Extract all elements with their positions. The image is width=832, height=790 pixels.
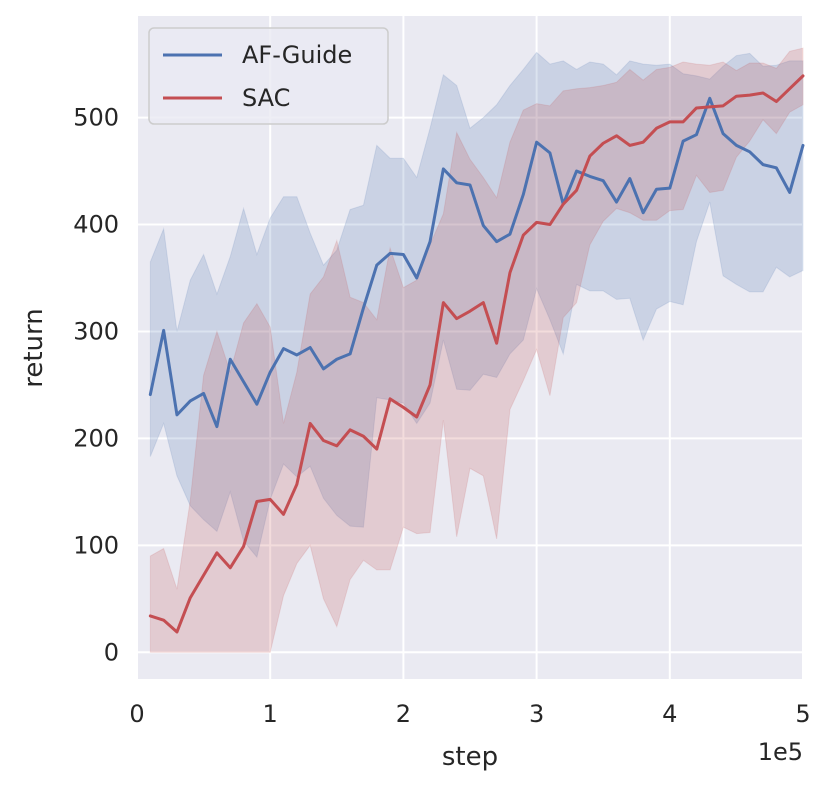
band-sac	[149, 47, 804, 653]
band-af-guide	[149, 51, 804, 559]
plot-background	[137, 16, 803, 679]
y-tick-labels: 0 100 200 300 400 500	[73, 104, 119, 667]
x-tick-label: 3	[529, 700, 544, 728]
confidence-bands	[149, 47, 804, 653]
x-tick-label: 0	[129, 700, 144, 728]
legend: AF-Guide SAC	[148, 27, 389, 125]
x-tick-labels: 0 1 2 3 4 5	[129, 700, 810, 728]
x-tick-label: 5	[795, 700, 810, 728]
legend-label-af-guide: AF-Guide	[242, 41, 352, 69]
series-line-af-guide	[148, 96, 805, 429]
y-tick-label: 500	[73, 104, 119, 132]
x-tick-label: 2	[396, 700, 411, 728]
legend-box	[148, 27, 389, 125]
series-line-sac	[148, 74, 805, 634]
grid-lines	[136, 16, 804, 679]
x-offset-text: 1e5	[758, 738, 803, 766]
y-tick-label: 400	[73, 211, 119, 239]
x-tick-label: 4	[662, 700, 677, 728]
x-axis-label: step	[442, 742, 498, 772]
y-tick-label: 0	[104, 638, 119, 666]
x-tick-label: 1	[263, 700, 278, 728]
y-tick-label: 200	[73, 424, 119, 452]
legend-label-sac: SAC	[242, 84, 290, 112]
y-tick-label: 100	[73, 531, 119, 559]
y-tick-label: 300	[73, 317, 119, 345]
y-axis-label: return	[19, 308, 49, 388]
series-lines	[148, 74, 805, 634]
